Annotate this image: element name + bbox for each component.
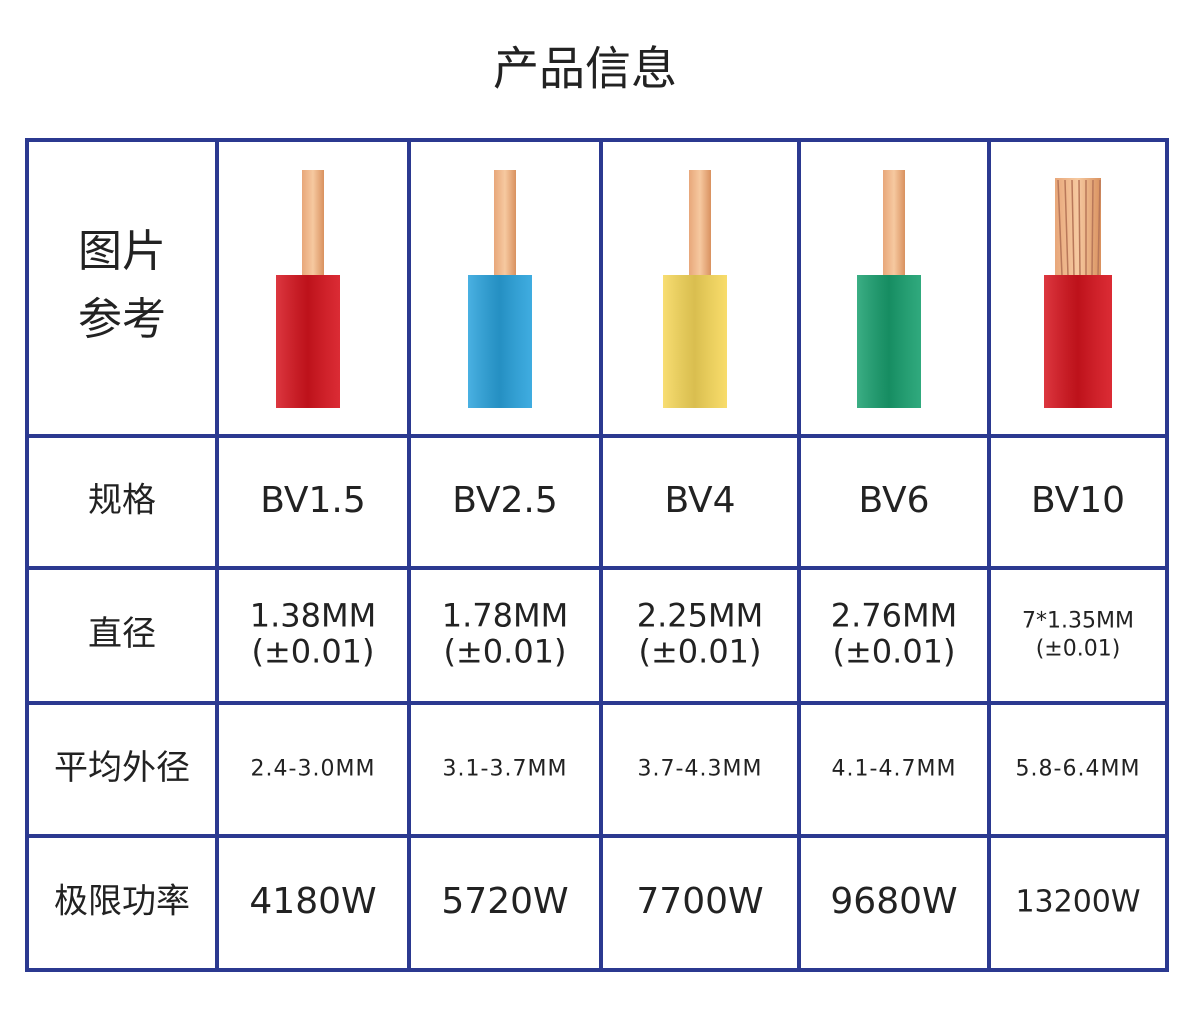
power: 5720W — [441, 881, 568, 922]
wire-shade — [857, 275, 921, 408]
wire-strand — [1091, 179, 1094, 277]
wire-strand — [1064, 179, 1069, 277]
row-label: 图片 — [78, 226, 166, 277]
power: 13200W — [1015, 885, 1140, 920]
outer-diameter: 2.4-3.0MM — [251, 757, 376, 782]
power: 7700W — [636, 881, 763, 922]
wire-shade — [1044, 275, 1112, 408]
power: 4180W — [249, 881, 376, 922]
row-label: 规格 — [88, 481, 156, 521]
tolerance: (±0.01) — [638, 633, 761, 671]
outer-diameter: 3.1-3.7MM — [443, 757, 568, 782]
wire-shade — [276, 275, 340, 408]
diameter: 1.38MM — [250, 597, 376, 635]
wire-core — [689, 170, 711, 278]
tolerance: (±0.01) — [832, 633, 955, 671]
tolerance: (±0.01) — [251, 633, 374, 671]
tolerance: (±0.01) — [443, 633, 566, 671]
wire-core — [302, 170, 324, 278]
wire-strand — [1097, 179, 1101, 277]
outer-diameter: 5.8-6.4MM — [1016, 757, 1141, 782]
wire-core — [883, 170, 905, 278]
wire-shade — [663, 275, 727, 408]
row-label: 参考 — [78, 294, 166, 345]
row-label: 平均外径 — [54, 748, 190, 788]
spec: BV4 — [664, 480, 735, 521]
row-label: 极限功率 — [54, 882, 190, 922]
outer-diameter: 4.1-4.7MM — [832, 757, 957, 782]
power: 9680W — [830, 881, 957, 922]
outer-diameter: 3.7-4.3MM — [638, 757, 763, 782]
diameter: 2.76MM — [831, 597, 957, 635]
tolerance: (±0.01) — [1036, 637, 1121, 662]
title: 产品信息 — [493, 42, 677, 96]
wire-strand — [1078, 179, 1081, 277]
diameter: 2.25MM — [637, 597, 763, 635]
wire-strand — [1071, 179, 1075, 277]
spec: BV6 — [858, 480, 929, 521]
spec: BV1.5 — [260, 480, 365, 521]
spec: BV10 — [1031, 480, 1125, 521]
wire-shade — [468, 275, 532, 408]
spec: BV2.5 — [452, 480, 557, 521]
wire-strand — [1057, 179, 1063, 277]
diameter: 1.78MM — [442, 597, 568, 635]
wire-core — [494, 170, 516, 278]
diameter: 7*1.35MM — [1022, 609, 1134, 634]
row-label: 直径 — [88, 614, 156, 654]
